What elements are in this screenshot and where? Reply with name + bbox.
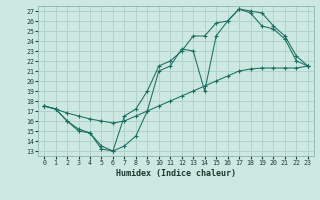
X-axis label: Humidex (Indice chaleur): Humidex (Indice chaleur) xyxy=(116,169,236,178)
